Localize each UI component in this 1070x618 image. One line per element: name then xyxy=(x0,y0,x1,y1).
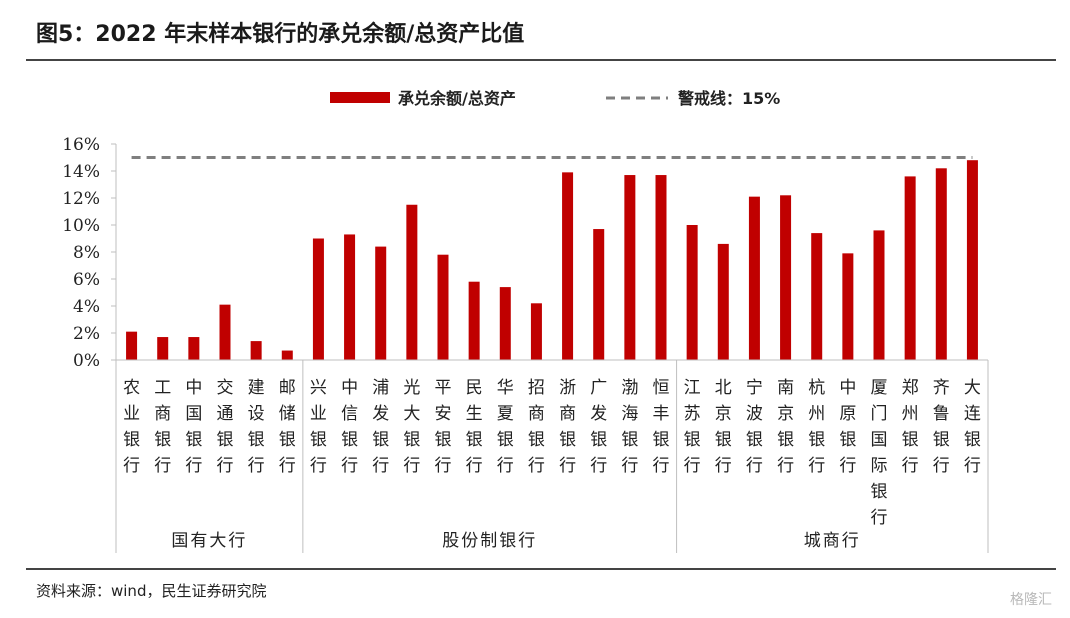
y-axis: 0% 2% 4% 6% 8% 10% 12% 14% 16% xyxy=(62,135,117,371)
x-tick-label: 广发银行 xyxy=(590,378,607,476)
bar xyxy=(811,233,823,360)
figure-title: 图5：2022 年末样本银行的承兑余额/总资产比值 xyxy=(36,22,525,47)
y-tick-label: 14% xyxy=(62,162,100,182)
bar xyxy=(344,234,356,360)
x-tick-label: 交通银行 xyxy=(217,378,234,476)
x-tick-label: 建设银行 xyxy=(248,378,265,476)
x-tick-label: 兴业银行 xyxy=(310,378,327,476)
bar xyxy=(406,204,418,360)
bar xyxy=(966,160,978,360)
legend-swatch-bar xyxy=(330,92,390,103)
top-divider xyxy=(26,59,1056,61)
watermark: 格隆汇 xyxy=(1010,592,1052,608)
group-label: 国有大行 xyxy=(171,531,247,551)
x-tick-label: 大连银行 xyxy=(964,378,981,476)
source-note: 资料来源：wind，民生证券研究院 xyxy=(36,582,267,600)
bar xyxy=(375,246,387,360)
bar xyxy=(873,230,885,360)
bar xyxy=(281,350,293,360)
bar xyxy=(904,176,916,360)
x-tick-label: 齐鲁银行 xyxy=(933,378,950,476)
x-tick-label: 光大银行 xyxy=(403,378,420,476)
legend-label-threshold: 警戒线：15% xyxy=(677,89,780,108)
bar xyxy=(157,337,169,360)
bar xyxy=(468,281,480,360)
x-tick-label: 邮储银行 xyxy=(279,378,296,476)
y-tick-label: 6% xyxy=(73,270,100,290)
y-tick-label: 2% xyxy=(73,324,100,344)
legend-label-bar: 承兑余额/总资产 xyxy=(398,89,516,108)
x-tick-label: 民生银行 xyxy=(466,378,483,476)
bar xyxy=(655,175,667,360)
y-tick-label: 10% xyxy=(62,216,100,236)
bottom-divider xyxy=(26,568,1056,570)
x-tick-label: 农业银行 xyxy=(123,378,140,476)
x-tick-label: 华夏银行 xyxy=(497,378,514,476)
bars xyxy=(126,160,978,360)
x-tick-label: 南京银行 xyxy=(777,378,794,476)
x-axis: 农业银行工商银行中国银行交通银行建设银行邮储银行兴业银行中信银行浦发银行光大银行… xyxy=(115,359,989,553)
x-tick-label: 浙商银行 xyxy=(559,378,576,476)
bar xyxy=(219,304,231,360)
x-tick-label: 恒丰银行 xyxy=(653,378,670,476)
x-tick-label: 渤海银行 xyxy=(621,378,638,476)
bar xyxy=(562,172,574,360)
x-tick-label: 浦发银行 xyxy=(372,378,389,476)
bar xyxy=(126,331,138,360)
bar xyxy=(842,253,854,360)
bar xyxy=(624,175,636,360)
y-tick-label: 8% xyxy=(73,243,100,263)
x-tick-label: 工商银行 xyxy=(154,378,171,476)
legend: 承兑余额/总资产 警戒线：15% xyxy=(330,89,780,108)
bar xyxy=(499,287,511,360)
bar xyxy=(780,195,792,360)
bar xyxy=(530,303,542,360)
x-tick-label: 杭州银行 xyxy=(808,378,825,476)
group-label: 城商行 xyxy=(804,531,861,551)
x-tick-label: 中国银行 xyxy=(185,378,202,476)
y-tick-label: 12% xyxy=(62,189,100,209)
bar xyxy=(593,229,605,360)
x-tick-label: 招商银行 xyxy=(528,378,545,476)
bar xyxy=(717,243,729,360)
x-tick-label: 郑州银行 xyxy=(902,378,919,476)
bar xyxy=(748,196,760,360)
x-tick-label: 江苏银行 xyxy=(684,378,701,476)
y-tick-label: 16% xyxy=(62,135,100,155)
x-tick-label: 中原银行 xyxy=(839,378,856,476)
bar xyxy=(935,168,947,360)
group-label: 股份制银行 xyxy=(442,531,537,551)
bar xyxy=(686,225,698,360)
x-tick-label: 厦门国际银行 xyxy=(871,378,888,528)
x-tick-label: 北京银行 xyxy=(715,378,732,476)
bar xyxy=(250,341,262,360)
y-tick-label: 0% xyxy=(73,351,100,371)
bar xyxy=(437,254,449,360)
y-tick-label: 4% xyxy=(73,297,100,317)
x-tick-label: 中信银行 xyxy=(341,378,358,476)
bar xyxy=(312,238,324,360)
x-tick-label: 宁波银行 xyxy=(746,378,763,476)
bar xyxy=(188,337,200,360)
x-tick-label: 平安银行 xyxy=(435,378,452,476)
